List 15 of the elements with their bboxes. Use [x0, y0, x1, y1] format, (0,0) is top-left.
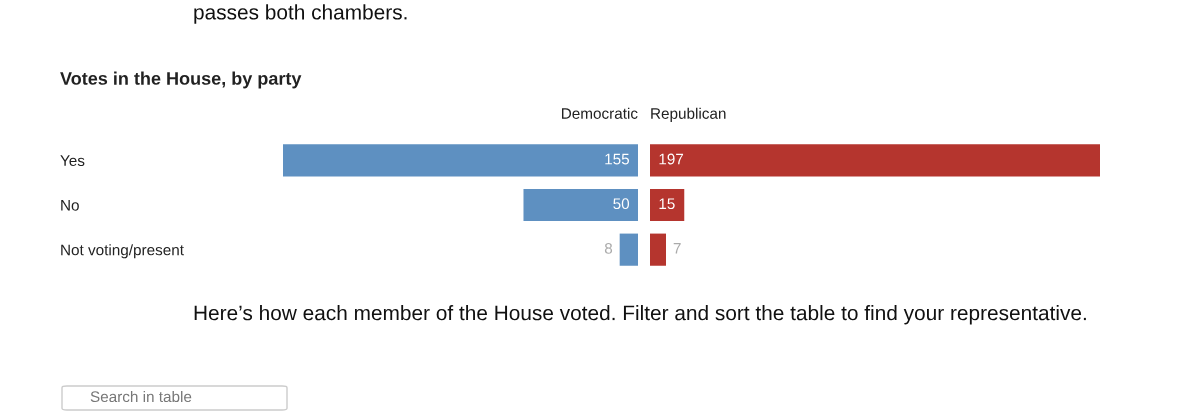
data-label: 50 [613, 198, 630, 210]
chart-title: Votes in the House, by party [60, 71, 302, 89]
series-label: Democratic [562, 107, 638, 119]
data-label: 7 [673, 243, 681, 254]
data-label: 15 [659, 198, 675, 210]
y-tick-label: No [61, 200, 79, 211]
series-label: Republican [651, 107, 726, 122]
data-label: 197 [659, 153, 684, 165]
data-label: 155 [605, 153, 630, 165]
text: Search in table [90, 390, 192, 403]
text: passes both chambers. [194, 4, 407, 24]
data-label: 8 [604, 242, 613, 254]
y-tick-label: Yes [60, 155, 85, 167]
text: Here’s how each member of the House voted. Filter and sort the table to find your representative. [194, 305, 1086, 325]
y-tick-label: Not voting/present [61, 244, 184, 259]
